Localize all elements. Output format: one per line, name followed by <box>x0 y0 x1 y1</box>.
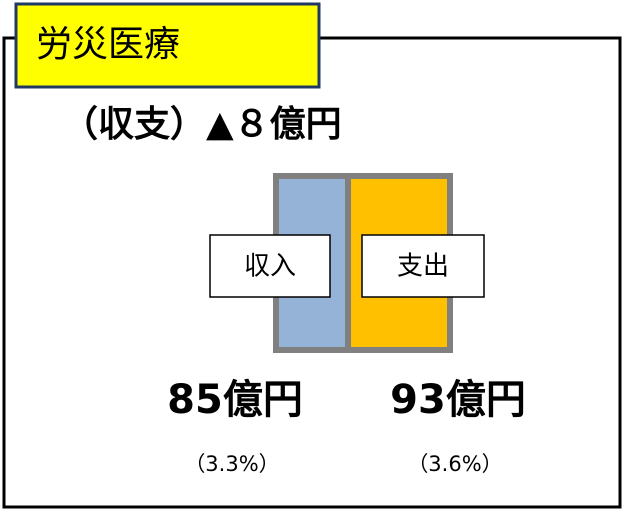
income-label: 収入 <box>244 252 296 282</box>
expense-label: 支出 <box>397 252 449 282</box>
expense-amount: 93億円 <box>390 377 526 423</box>
title-box <box>14 2 321 89</box>
expense-share: （3.6%） <box>407 452 502 476</box>
income-amount: 85億円 <box>167 377 303 423</box>
balance: （収支）▲８億円 <box>62 104 342 145</box>
income-label-box <box>209 234 331 298</box>
expense-label-box <box>361 234 485 298</box>
title: 労災医療 <box>36 24 180 65</box>
income-share: （3.3%） <box>184 452 279 476</box>
